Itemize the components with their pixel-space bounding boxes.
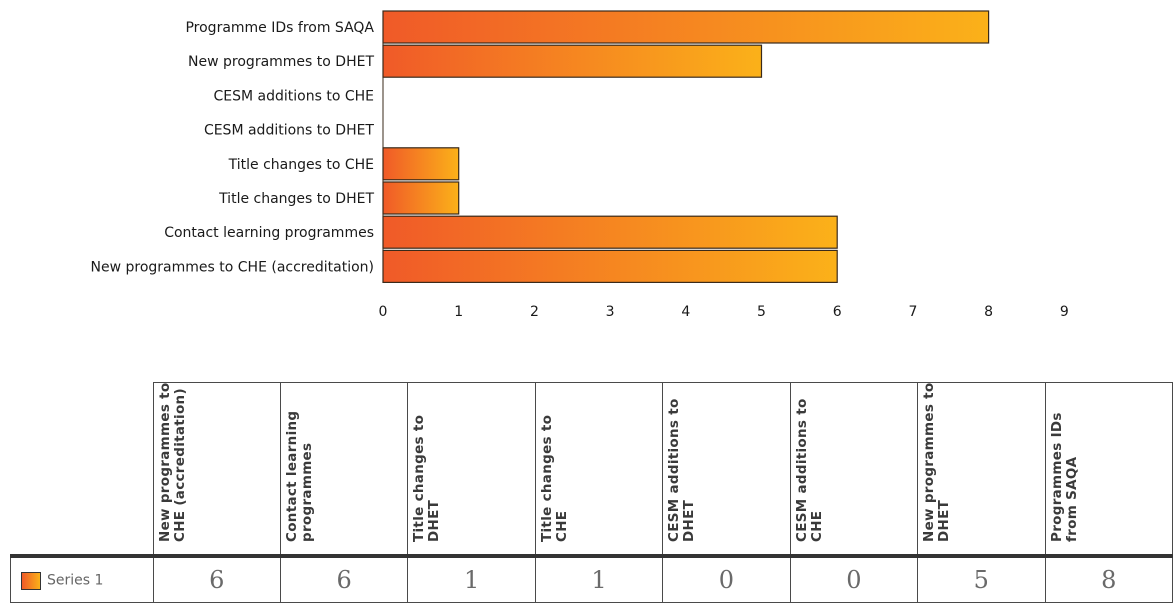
table-cell: 6 [152,555,281,603]
column-header: Programmes IDs from SAQA [1044,382,1173,558]
table-cell: 5 [917,555,1046,603]
legend-swatch [21,571,41,590]
x-tick-label: 5 [757,304,766,320]
table-cell: 8 [1044,555,1173,603]
category-label: Contact learning programmes [164,225,374,241]
x-tick-label: 6 [833,304,842,320]
bar [382,215,838,249]
column-header: New programmes to DHET [917,382,1046,558]
column-header-wrap: Title changes to DHET [408,383,534,554]
bar [382,147,460,181]
category-label: New programmes to CHE (accreditation) [91,259,374,275]
x-tick-label: 1 [454,304,463,320]
table-header-row: New programmes to CHE (accreditation) Con… [10,382,1173,558]
column-header-label: Title changes to CHE [538,414,570,542]
column-header-label: Contact learning programmes [283,410,315,542]
table-cell: 6 [279,555,409,603]
column-header: Title changes to CHE [534,382,664,558]
column-header: Title changes to DHET [407,382,536,558]
column-header-label: Title changes to DHET [411,414,443,542]
column-header-wrap: CESM additions to CHE [791,383,917,554]
table-cell: 1 [407,555,536,603]
column-header-label: CESM additions to CHE [793,398,825,542]
table-cell: 0 [662,555,791,603]
category-label: New programmes to DHET [188,54,374,70]
legend-cell: Series 1 [10,555,154,603]
column-header-label: New programmes to CHE (accreditation) [156,383,188,542]
x-tick-label: 2 [530,304,539,320]
column-header-label: New programmes to DHET [921,383,953,542]
category-label: Title changes to DHET [218,191,374,207]
x-tick-label: 7 [908,304,917,320]
table-cell: 1 [534,555,664,603]
category-label: Title changes to CHE [228,157,374,173]
x-tick-label: 9 [1060,304,1069,320]
column-header-wrap: New programmes to CHE (accreditation) [154,383,280,554]
category-label: CESM additions to CHE [214,88,375,104]
column-header-label: CESM additions to DHET [666,398,698,542]
column-header: New programmes to CHE (accreditation) [152,382,281,558]
table-corner [10,382,154,558]
bar [382,10,990,44]
table-cell: 0 [789,555,919,603]
x-tick-label: 8 [984,304,993,320]
bar [382,181,460,215]
column-header-wrap: CESM additions to DHET [663,383,789,554]
bar [382,249,838,283]
column-header: Contact learning programmes [279,382,409,558]
legend-label: Series 1 [47,572,104,589]
column-header: CESM additions to DHET [662,382,791,558]
column-header-wrap: Programmes IDs from SAQA [1046,383,1173,554]
x-tick-label: 4 [681,304,690,320]
bar-chart: Programme IDs from SAQA New programmes to… [91,10,1069,320]
x-tick-label: 0 [379,304,388,320]
column-header-wrap: New programmes to DHET [918,383,1044,554]
column-header: CESM additions to CHE [789,382,919,558]
category-label: Programme IDs from SAQA [185,20,374,36]
data-table: New programmes to CHE (accreditation) Con… [10,382,1173,603]
bar [382,44,763,78]
column-header-label: Programmes IDs from SAQA [1048,412,1080,542]
column-header-wrap: Title changes to CHE [536,383,662,554]
x-tick-label: 3 [606,304,615,320]
column-header-wrap: Contact learning programmes [281,383,407,554]
category-label: CESM additions to DHET [204,123,374,139]
